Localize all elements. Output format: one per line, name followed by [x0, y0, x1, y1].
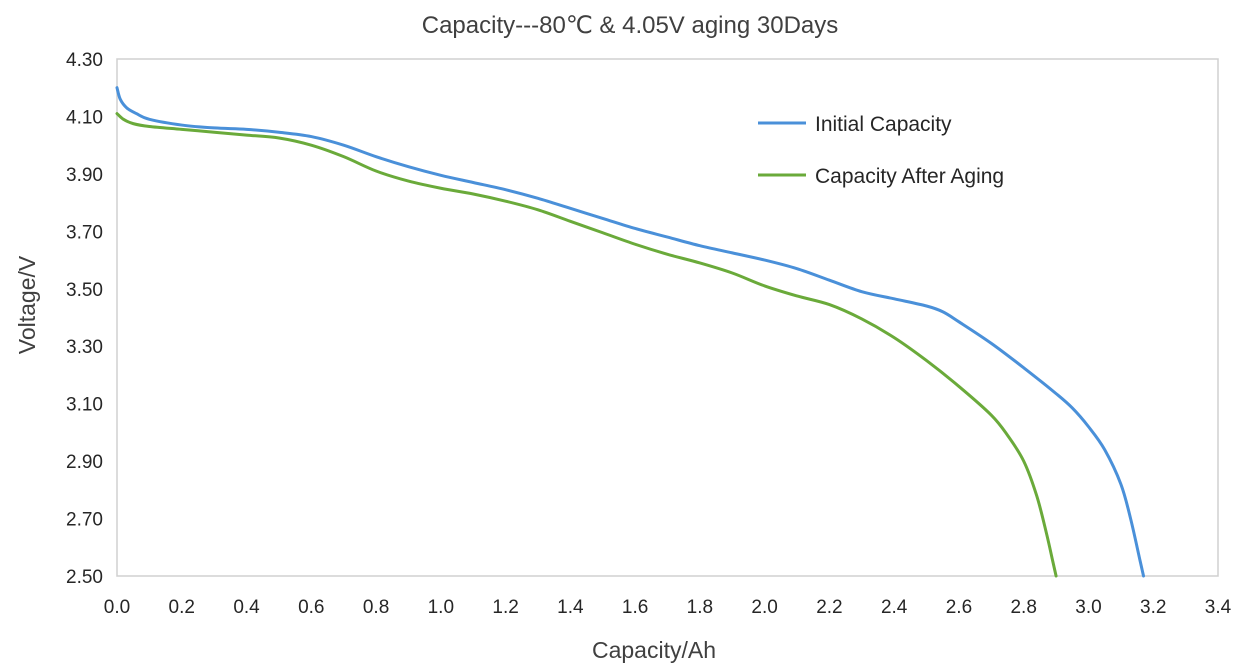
y-tick-label: 3.90: [66, 165, 103, 186]
chart-title: Capacity---80℃ & 4.05V aging 30Days: [422, 12, 839, 39]
x-tick-label: 0.8: [363, 597, 389, 618]
series-line-initial-capacity: [115, 86, 1146, 578]
y-tick-label: 4.30: [66, 50, 103, 71]
x-tick-label: 2.4: [881, 597, 908, 618]
y-tick-label: 3.30: [66, 337, 103, 358]
x-tick-label: 2.8: [1010, 597, 1036, 618]
x-tick-label: 0.2: [169, 597, 195, 618]
x-tick-label: 1.6: [622, 597, 648, 618]
y-axis-title: Voltage/V: [14, 255, 40, 354]
x-tick-label: 2.2: [816, 597, 842, 618]
y-tick-label: 2.90: [66, 452, 103, 473]
x-axis-ticks: 0.0 0.2 0.4 0.6 0.8 1.0 1.2 1.4 1.6 1.8 2.0 2.2 2.4 2…: [104, 597, 1232, 618]
x-tick-label: 3.4: [1205, 597, 1232, 618]
x-tick-label: 2.0: [751, 597, 777, 618]
x-axis-title: Capacity/Ah: [592, 637, 716, 663]
y-tick-label: 2.70: [66, 510, 103, 531]
legend-label-initial-capacity: Initial Capacity: [815, 113, 952, 136]
x-tick-label: 3.0: [1075, 597, 1101, 618]
series-layer: [115, 86, 1146, 578]
x-tick-label: 0.4: [233, 597, 260, 618]
legend: Initial Capacity Capacity After Aging: [758, 113, 1004, 188]
x-tick-label: 1.2: [492, 597, 518, 618]
x-tick-label: 0.0: [104, 597, 130, 618]
legend-label-capacity-after-aging: Capacity After Aging: [815, 165, 1004, 188]
y-tick-label: 3.70: [66, 222, 103, 243]
x-tick-label: 0.6: [298, 597, 324, 618]
x-tick-label: 1.4: [557, 597, 584, 618]
x-tick-label: 1.8: [687, 597, 713, 618]
series-line-capacity-after-aging: [115, 112, 1058, 578]
y-tick-label: 4.10: [66, 107, 103, 128]
y-tick-label: 3.10: [66, 395, 103, 416]
x-tick-label: 1.0: [428, 597, 454, 618]
y-tick-label: 3.50: [66, 280, 103, 301]
x-tick-label: 3.2: [1140, 597, 1166, 618]
y-axis-ticks: 2.50 2.70 2.90 3.10 3.30 3.50 3.70 3.90 4.10 4.30: [66, 50, 103, 588]
y-tick-label: 2.50: [66, 567, 103, 588]
x-tick-label: 2.6: [946, 597, 972, 618]
plot-area: [116, 58, 1219, 577]
